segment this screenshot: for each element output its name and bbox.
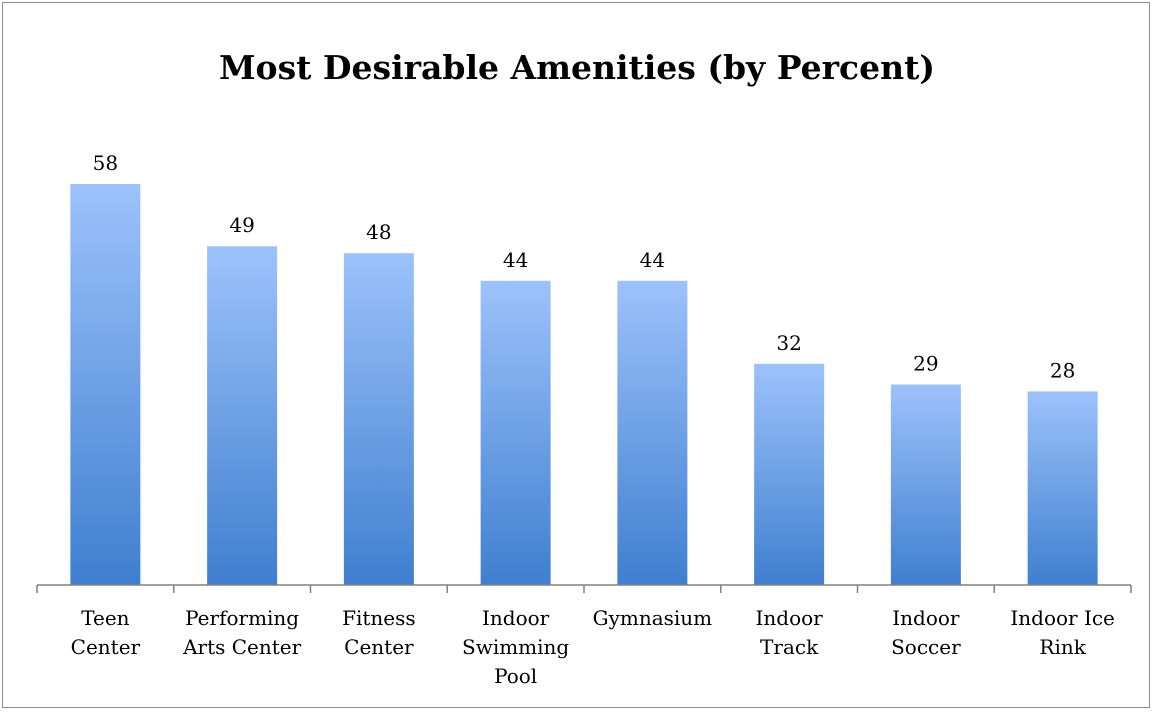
data-label: 29 [913, 352, 938, 376]
x-tick-labels-group: Teen Center Performing Arts Center Fitness Ce… [71, 606, 1115, 688]
x-tick-label: Indoor Swimming Pool [462, 606, 569, 688]
data-label: 32 [776, 331, 801, 355]
bar [754, 363, 825, 585]
bar [480, 280, 551, 585]
bar [617, 280, 688, 585]
x-tick-label: Teen Center [71, 606, 141, 659]
data-label: 58 [93, 151, 118, 175]
bar [1027, 391, 1098, 585]
bar [70, 184, 141, 585]
data-labels-group: 58 49 48 44 44 32 29 28 [93, 151, 1076, 382]
data-label: 44 [640, 248, 665, 272]
x-tick-label: Fitness Center [342, 606, 416, 659]
bars-group [70, 184, 1098, 586]
x-tick-label: Gymnasium [593, 606, 713, 630]
bar [343, 253, 414, 585]
bar [207, 246, 278, 586]
data-label: 28 [1050, 358, 1075, 382]
x-tick-label: Performing Arts Center [182, 606, 302, 659]
x-axis [36, 584, 1132, 593]
bar [890, 384, 961, 585]
data-label: 48 [366, 220, 391, 244]
x-tick-label: Indoor Ice Rink [1010, 606, 1115, 659]
x-tick-label: Indoor Track [756, 606, 824, 659]
chart-title: Most Desirable Amenities (by Percent) [219, 48, 935, 87]
data-label: 44 [503, 248, 528, 272]
data-label: 49 [229, 213, 254, 237]
x-tick-label: Indoor Soccer [891, 606, 961, 659]
